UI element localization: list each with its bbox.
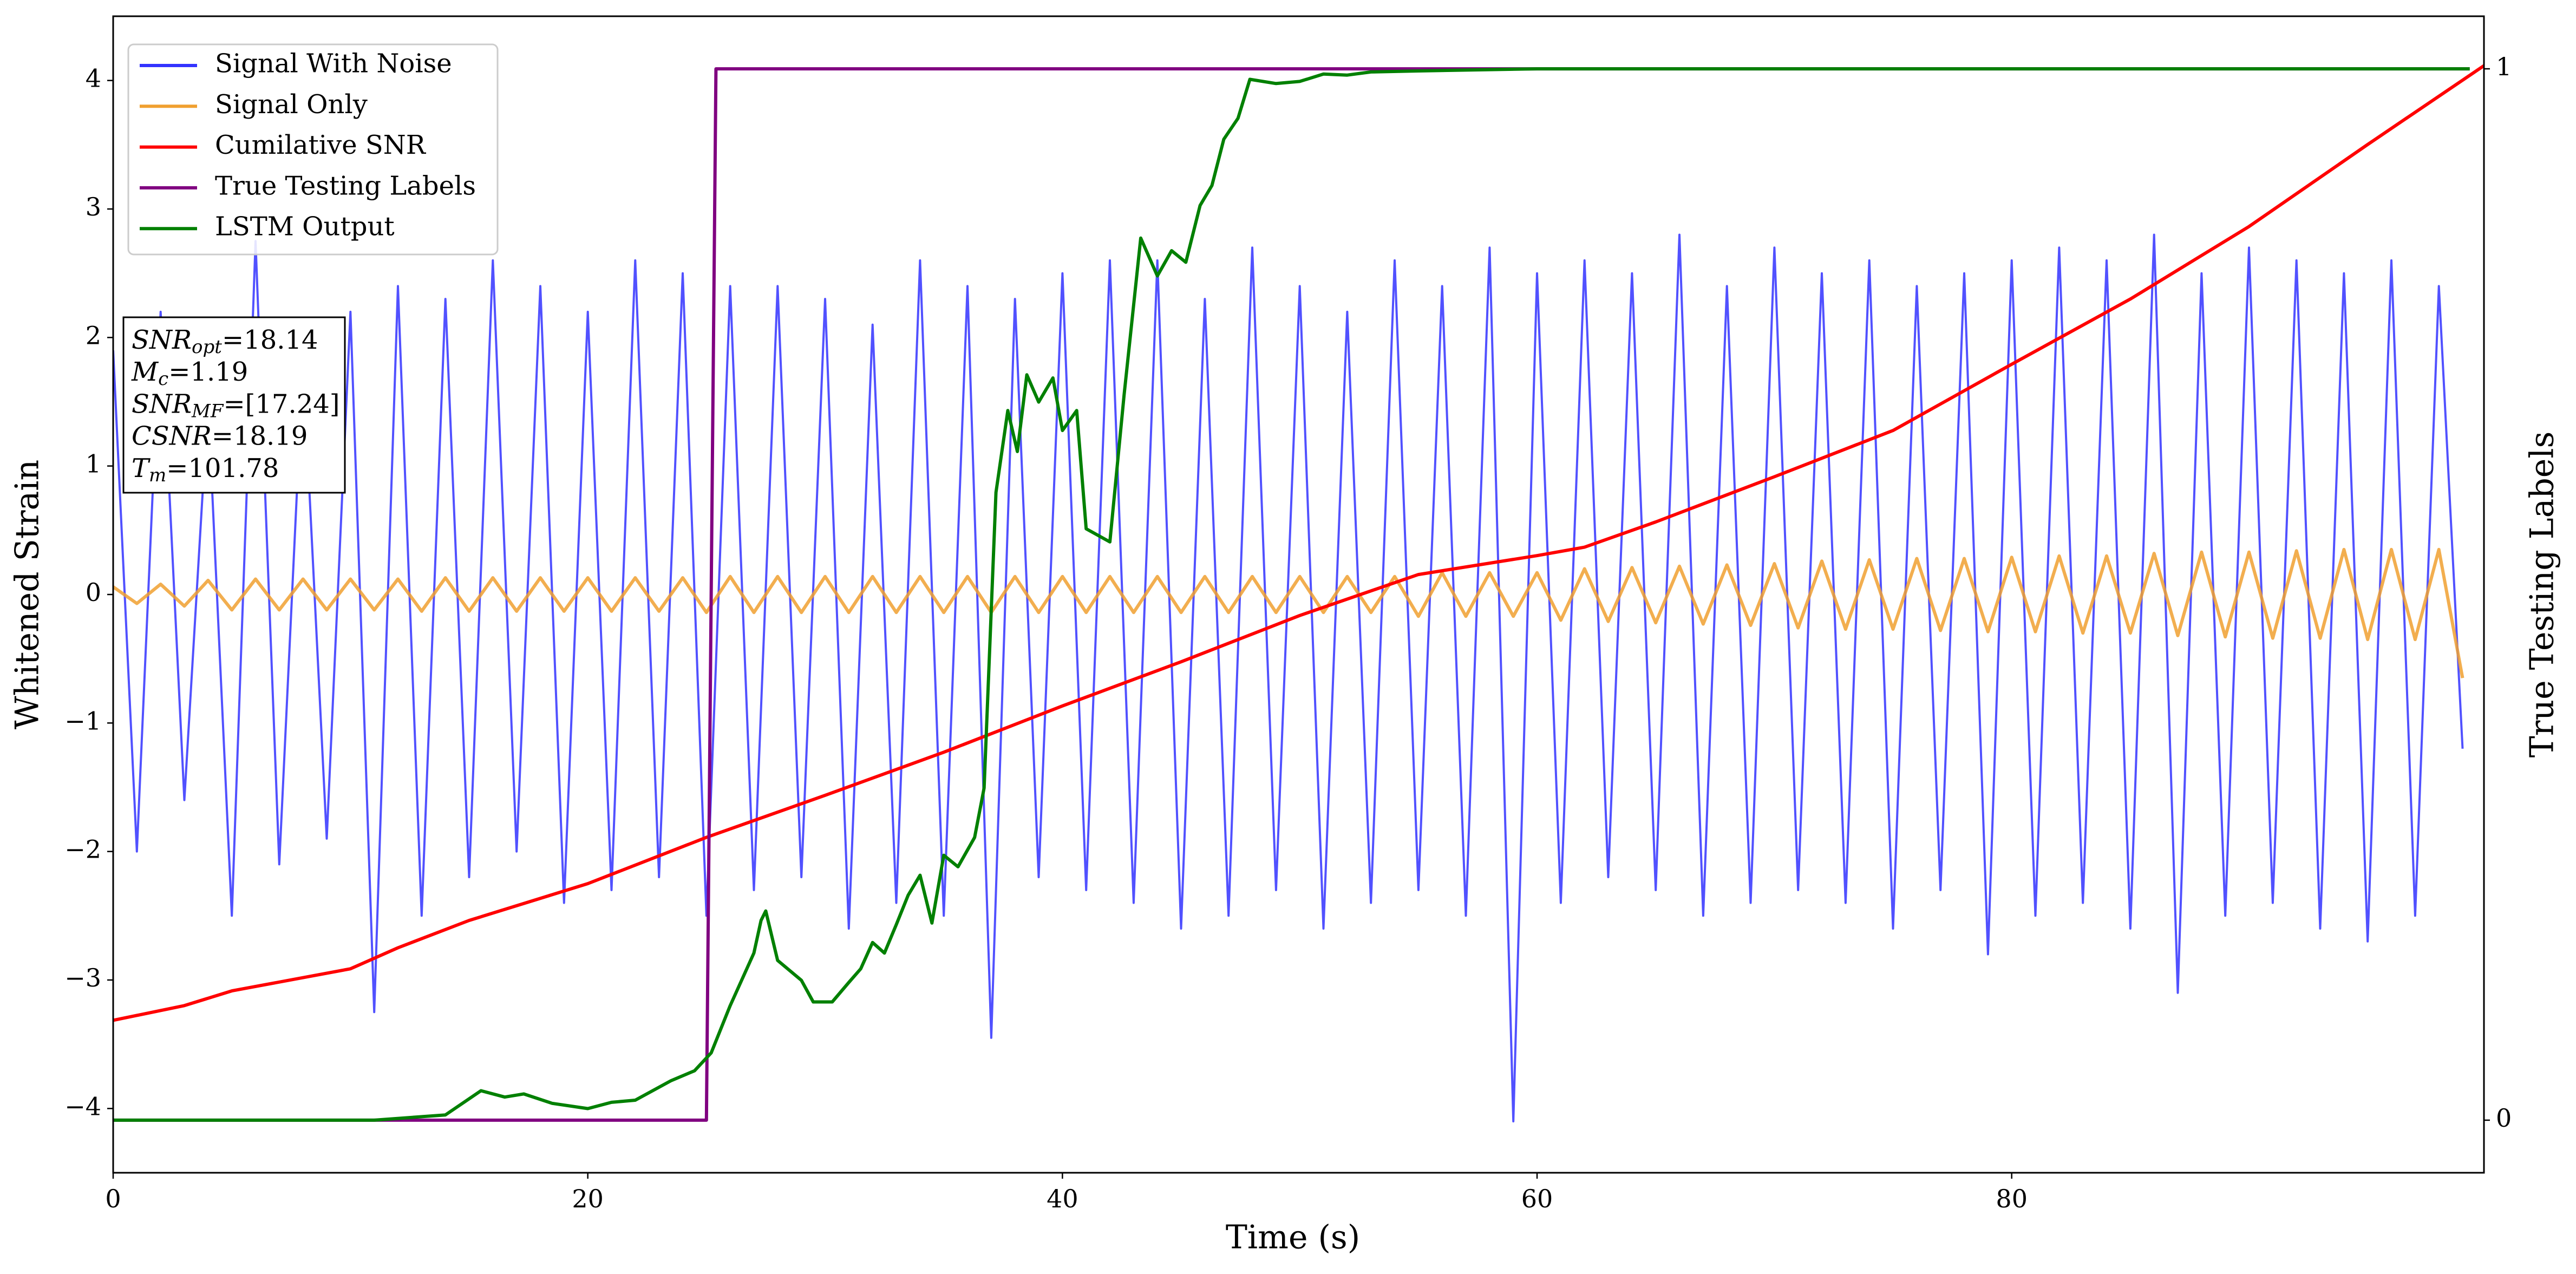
- y-tick-label: −3: [64, 963, 101, 992]
- annotation-subscript: opt: [192, 336, 222, 358]
- y-tick-label: −4: [64, 1092, 101, 1121]
- y-tick-label: 1: [86, 449, 101, 479]
- annotation-text: =101.78: [166, 453, 279, 483]
- y-tick-label: −2: [64, 835, 101, 864]
- annotation-subscript: c: [158, 368, 168, 390]
- series-line: [113, 67, 2470, 1122]
- annotation-line: SNRopt=18.14: [132, 325, 318, 358]
- series-line: [113, 64, 2484, 1022]
- y-tick-label: −1: [64, 706, 101, 735]
- annotation-text: =18.14: [222, 325, 318, 355]
- y2-axis-label: True Testing Labels: [2523, 432, 2561, 758]
- y2-tick-label: 0: [2496, 1103, 2512, 1133]
- legend: Signal With Noise Signal Only Cumilative S…: [127, 43, 499, 256]
- annotation-line: Tm=101.78: [132, 453, 279, 486]
- legend-label: True Testing Labels: [215, 171, 476, 201]
- annotation-symbol: T: [132, 453, 151, 483]
- annotation-text: =[17.24]: [223, 389, 339, 419]
- annotation-subscript: m: [149, 465, 166, 486]
- annotation-text: =1.19: [168, 357, 248, 387]
- annotation-subscript: MF: [191, 400, 224, 422]
- annotation-symbol: M: [131, 357, 159, 387]
- legend-label: Signal With Noise: [215, 49, 452, 79]
- y2-tick-label: 1: [2496, 52, 2512, 81]
- annotation-frame: [122, 316, 346, 494]
- series-line: [113, 233, 2464, 1123]
- x-tick-label: 20: [572, 1184, 604, 1213]
- legend-label: Signal Only: [215, 89, 368, 120]
- annotation-symbol: CSNR: [132, 421, 212, 451]
- x-tick-label: 60: [1521, 1184, 1553, 1213]
- annotation-symbol: SNR: [132, 389, 192, 419]
- annotation-box: SNRopt=18.14Mc=1.19SNRMF=[17.24]CSNR=18.…: [122, 316, 346, 494]
- legend-frame: [127, 43, 499, 256]
- annotation-symbol: SNR: [132, 325, 192, 355]
- annotation-line: SNRMF=[17.24]: [132, 389, 340, 422]
- y-tick-label: 3: [86, 192, 101, 221]
- y-tick-label: 4: [86, 64, 101, 93]
- x-axis-label: Time (s): [1226, 1219, 1360, 1257]
- annotation-text: =18.19: [212, 421, 308, 451]
- y-tick-label: 0: [86, 578, 101, 607]
- plot-area: [113, 64, 2484, 1123]
- series-line: [113, 547, 2464, 678]
- x-tick-label: 40: [1047, 1184, 1078, 1213]
- legend-label: Cumilative SNR: [215, 130, 427, 160]
- x-tick-label: 80: [1996, 1184, 2028, 1213]
- x-tick-label: 0: [105, 1184, 121, 1213]
- annotation-line: CSNR=18.19: [132, 421, 308, 451]
- y-axis-label: Whitened Strain: [9, 460, 47, 729]
- legend-label: LSTM Output: [215, 212, 395, 242]
- annotation-line: Mc=1.19: [131, 357, 248, 390]
- y-tick-label: 2: [86, 321, 101, 350]
